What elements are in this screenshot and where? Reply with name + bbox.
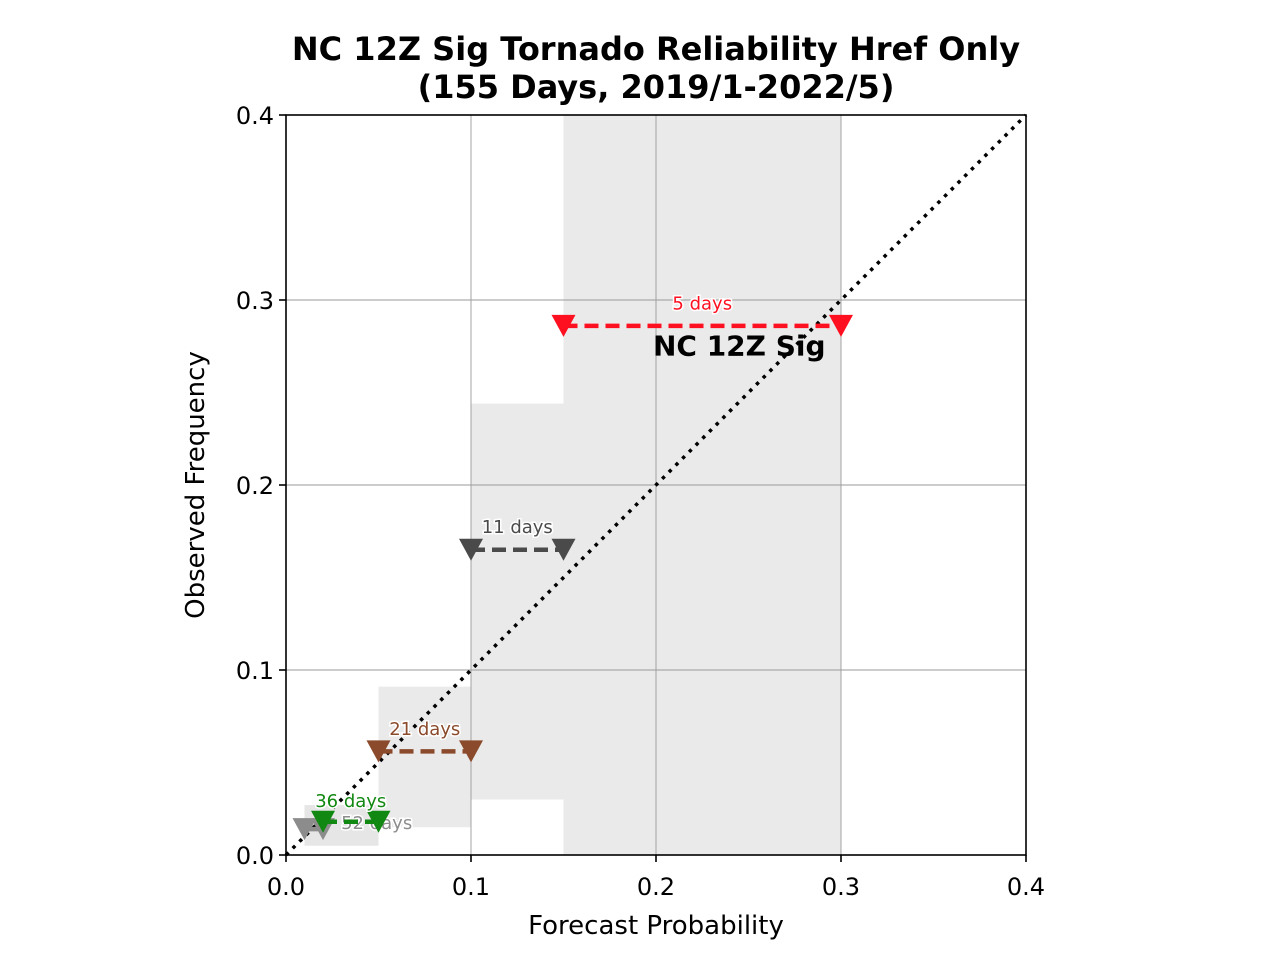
y-axis-label: Observed Frequency bbox=[181, 351, 211, 619]
bin-marker-left-4 bbox=[551, 314, 576, 337]
chart-title-line1: NC 12Z Sig Tornado Reliability Href Only bbox=[292, 30, 1020, 68]
bin-label-1: 36 days bbox=[315, 791, 386, 812]
bin-3: 11 days bbox=[459, 516, 576, 561]
bin-2: 21 days bbox=[366, 717, 483, 763]
uncertainty-band-2 bbox=[471, 403, 564, 800]
bin-label-2: 21 days bbox=[389, 719, 460, 740]
bin-marker-left-2 bbox=[366, 740, 391, 763]
bin-marker-left-0 bbox=[292, 818, 317, 841]
axis-ticks: 0.0 0.1 0.2 0.3 0.4 0.0 0.1 0.2 0.3 0.4 bbox=[236, 102, 1045, 901]
bin-4: 5 days bbox=[551, 292, 853, 337]
x-tick-label-2: 0.2 bbox=[637, 873, 675, 901]
x-tick-label-3: 0.3 bbox=[822, 873, 860, 901]
x-tick-label-0: 0.0 bbox=[267, 873, 305, 901]
perfect-reliability-line bbox=[284, 113, 1028, 857]
x-axis-label: Forecast Probability bbox=[528, 911, 784, 941]
y-tick-label-3: 0.3 bbox=[236, 287, 274, 315]
bin-marker-right-3 bbox=[551, 538, 576, 561]
chart-annotation: NC 12Z Sig bbox=[653, 330, 826, 363]
uncertainty-band-1 bbox=[378, 686, 471, 828]
y-tick-label-1: 0.1 bbox=[236, 657, 274, 685]
y-tick-label-0: 0.0 bbox=[236, 842, 274, 870]
y-tick-label-4: 0.4 bbox=[236, 102, 274, 130]
bin-marker-left-1 bbox=[311, 810, 335, 833]
x-tick-label-4: 0.4 bbox=[1007, 873, 1045, 901]
chart-title-line2: (155 Days, 2019/1-2022/5) bbox=[418, 68, 895, 106]
bin-label-4: 5 days bbox=[672, 293, 732, 314]
y-tick-label-2: 0.2 bbox=[236, 472, 274, 500]
x-tick-label-1: 0.1 bbox=[452, 873, 490, 901]
bin-marker-right-1 bbox=[366, 810, 391, 833]
bin-marker-right-4 bbox=[829, 314, 853, 337]
bin-marker-left-3 bbox=[459, 538, 483, 561]
bin-label-3: 11 days bbox=[482, 517, 553, 538]
bin-1: 36 days bbox=[311, 789, 391, 833]
bin-marker-right-2 bbox=[459, 740, 483, 763]
